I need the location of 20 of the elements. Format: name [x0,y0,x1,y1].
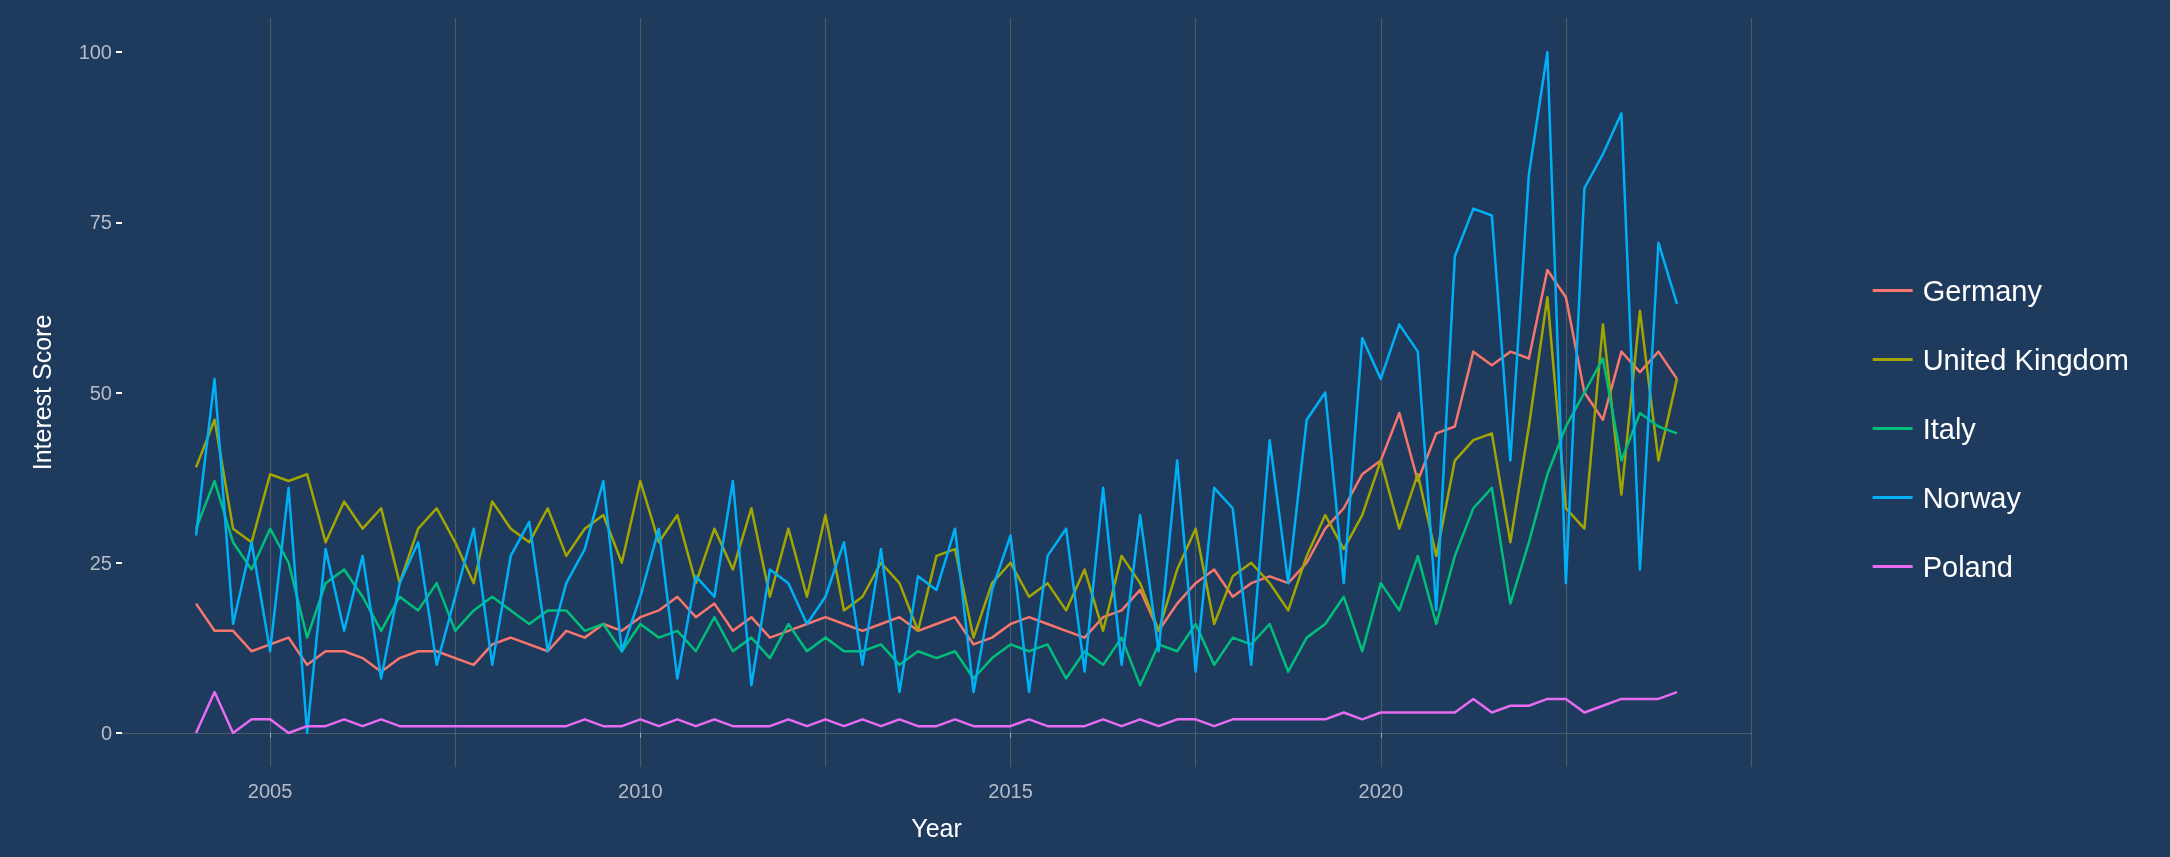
line-series [194,50,1679,735]
y-tick-label: 0 [100,721,112,744]
x-tick-label: 2005 [247,780,293,802]
legend-label: Norway [1922,481,2022,514]
x-tick-label: 2015 [988,780,1033,802]
x-axis-title: Year [911,813,962,842]
line-series [194,295,1679,639]
legend-label: Italy [1922,412,1977,445]
y-tick-label: 100 [78,41,112,64]
x-tick-label: 2010 [618,780,663,802]
line-series [194,690,1679,735]
y-tick-label: 50 [89,381,112,404]
legend-label: Poland [1922,550,2013,583]
y-axis-title: Interest Score [27,314,56,471]
legend-label: United Kingdom [1922,343,2129,376]
y-tick-label: 75 [89,211,112,234]
y-tick-label: 25 [89,551,112,574]
x-tick-label: 2020 [1358,780,1404,802]
legend-label: Germany [1922,274,2043,307]
line-series [194,357,1679,687]
